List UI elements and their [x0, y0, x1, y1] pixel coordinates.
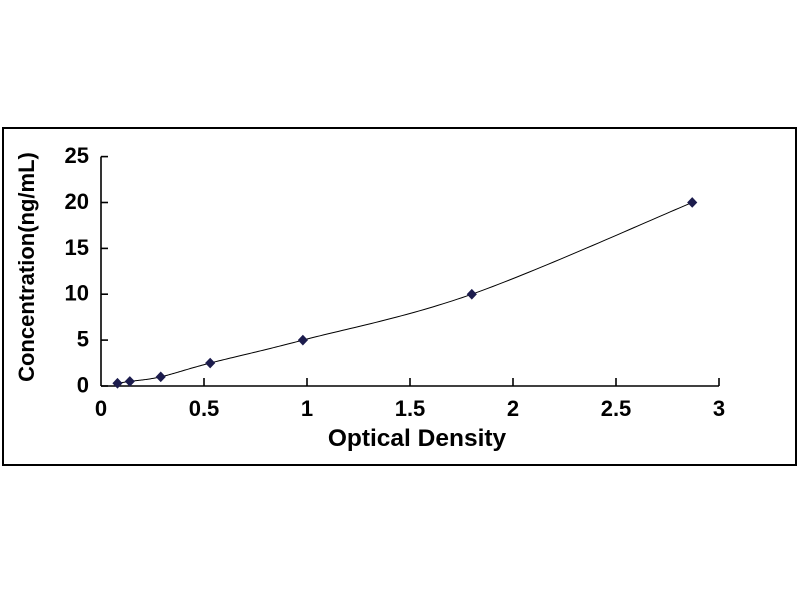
- svg-text:0: 0: [95, 396, 107, 421]
- svg-text:10: 10: [65, 281, 89, 306]
- svg-text:25: 25: [65, 143, 89, 168]
- svg-text:0.5: 0.5: [189, 396, 220, 421]
- svg-text:15: 15: [65, 235, 89, 260]
- svg-text:0: 0: [77, 373, 89, 398]
- svg-text:20: 20: [65, 189, 89, 214]
- svg-text:1: 1: [301, 396, 313, 421]
- svg-text:5: 5: [77, 327, 89, 352]
- svg-text:1.5: 1.5: [395, 396, 426, 421]
- svg-text:2.5: 2.5: [601, 396, 632, 421]
- svg-text:2: 2: [507, 396, 519, 421]
- svg-text:3: 3: [713, 396, 725, 421]
